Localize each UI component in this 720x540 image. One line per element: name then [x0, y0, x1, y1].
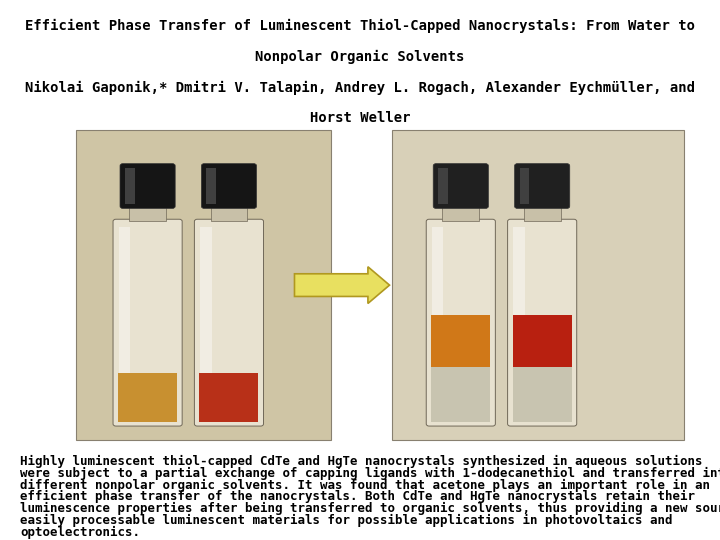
Text: easily processable luminescent materials for possible applications in photovolta: easily processable luminescent materials… [20, 514, 672, 527]
Bar [118, 373, 177, 422]
Bar [432, 227, 444, 413]
FancyBboxPatch shape [113, 219, 182, 426]
FancyArrow shape [294, 267, 390, 303]
Bar [520, 168, 529, 204]
FancyBboxPatch shape [515, 164, 570, 208]
Bar [431, 314, 490, 367]
Bar [210, 206, 248, 221]
Bar [513, 365, 572, 422]
Bar [129, 206, 166, 221]
FancyBboxPatch shape [202, 164, 256, 208]
Bar [199, 373, 258, 422]
Bar [76, 130, 331, 440]
Bar [392, 130, 684, 440]
Bar [431, 365, 490, 422]
Text: different nonpolar organic solvents. It was found that acetone plays an importan: different nonpolar organic solvents. It … [20, 478, 710, 491]
Bar [438, 168, 448, 204]
Bar [513, 227, 525, 413]
FancyBboxPatch shape [433, 164, 488, 208]
Text: Highly luminescent thiol-capped CdTe and HgTe nanocrystals synthesized in aqueou: Highly luminescent thiol-capped CdTe and… [20, 455, 703, 468]
Text: luminescence properties after being transferred to organic solvents, thus provid: luminescence properties after being tran… [20, 502, 720, 515]
Text: Nikolai Gaponik,* Dmitri V. Talapin, Andrey L. Rogach, Alexander Eychmüller, and: Nikolai Gaponik,* Dmitri V. Talapin, And… [25, 80, 695, 94]
Text: optoelectronics.: optoelectronics. [20, 526, 140, 539]
Bar [523, 206, 561, 221]
Bar [125, 168, 135, 204]
Bar [513, 314, 572, 367]
FancyBboxPatch shape [426, 219, 495, 426]
Text: were subject to a partial exchange of capping ligands with 1-dodecanethiol and t: were subject to a partial exchange of ca… [20, 467, 720, 480]
Text: Nonpolar Organic Solvents: Nonpolar Organic Solvents [256, 50, 464, 64]
Text: Horst Weller: Horst Weller [310, 111, 410, 125]
Bar [207, 168, 216, 204]
FancyBboxPatch shape [194, 219, 264, 426]
Bar [442, 206, 480, 221]
FancyBboxPatch shape [508, 219, 577, 426]
Bar [119, 227, 130, 413]
FancyBboxPatch shape [120, 164, 175, 208]
Text: Efficient Phase Transfer of Luminescent Thiol-Capped Nanocrystals: From Water to: Efficient Phase Transfer of Luminescent … [25, 19, 695, 33]
Bar [200, 227, 212, 413]
Text: efficient phase transfer of the nanocrystals. Both CdTe and HgTe nanocrystals re: efficient phase transfer of the nanocrys… [20, 490, 696, 503]
